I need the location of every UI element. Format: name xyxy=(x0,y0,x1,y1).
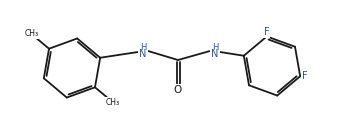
Text: CH₃: CH₃ xyxy=(105,98,120,107)
Text: O: O xyxy=(174,85,182,95)
Text: N: N xyxy=(211,49,219,59)
Text: CH₃: CH₃ xyxy=(24,29,38,38)
Text: H: H xyxy=(212,42,218,52)
Text: H: H xyxy=(140,42,146,52)
Text: N: N xyxy=(139,49,147,59)
Text: F: F xyxy=(302,71,308,81)
Text: F: F xyxy=(264,27,269,37)
